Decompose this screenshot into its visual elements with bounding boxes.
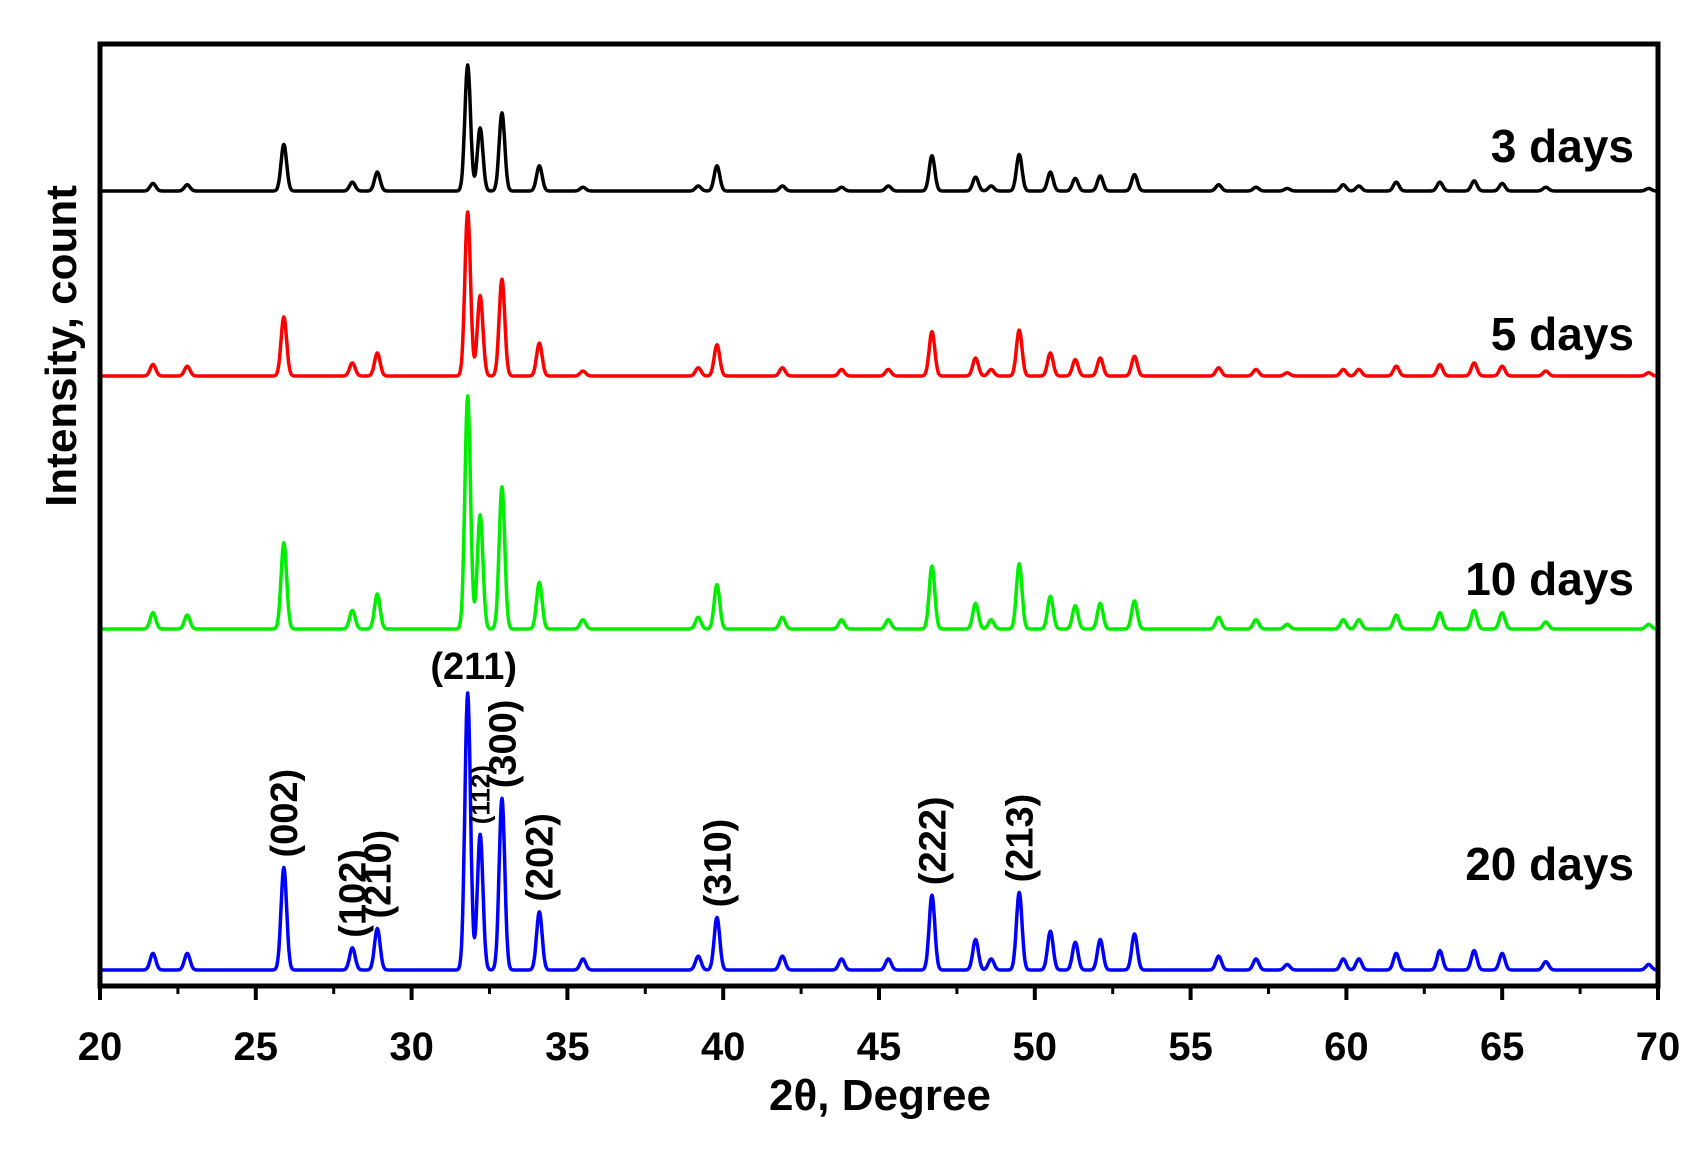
x-tick-label: 20 <box>78 1025 123 1069</box>
peak-annotation: (202) <box>520 813 562 902</box>
x-tick-label: 50 <box>1013 1025 1058 1069</box>
series-layer <box>98 63 1660 972</box>
series-label: 3 days <box>1491 120 1634 172</box>
x-tick-label: 40 <box>701 1025 746 1069</box>
series-labels: 3 days 5 days 10 days 20 days <box>1465 120 1634 890</box>
x-tick-label: 70 <box>1636 1025 1681 1069</box>
peak-annotation: (102) <box>333 849 375 938</box>
peak-annotation: (213) <box>1000 794 1042 883</box>
plot-frame <box>97 41 1661 989</box>
series-line <box>98 691 1660 972</box>
peak-annotation: (211) <box>430 646 517 688</box>
series-label: 10 days <box>1465 553 1634 605</box>
peak-annotations: (002) (102)(210) (211) (112)(300) (202) (310)… <box>264 646 1041 938</box>
y-axis-label: Intensity, count <box>37 185 86 507</box>
series-line <box>98 63 1660 193</box>
x-tick-label: 65 <box>1480 1025 1525 1069</box>
x-tick-label: 25 <box>234 1025 279 1069</box>
x-tick-label: 35 <box>545 1025 590 1069</box>
x-axis-ticks: 20 25 30 35 40 45 50 55 60 65 70 <box>78 986 1681 1069</box>
peak-annotation: (112) <box>465 765 495 824</box>
x-axis-label: 2θ, Degree <box>769 1071 991 1120</box>
series-line <box>98 210 1660 378</box>
x-tick-label: 60 <box>1324 1025 1369 1069</box>
series-group <box>98 63 1660 193</box>
series-group <box>98 691 1660 972</box>
series-label: 5 days <box>1491 308 1634 360</box>
series-label: 20 days <box>1465 838 1634 890</box>
series-group <box>98 210 1660 378</box>
peak-annotation: (310) <box>697 819 739 908</box>
x-tick-label: 55 <box>1168 1025 1213 1069</box>
series-group <box>98 394 1660 631</box>
series-line <box>98 394 1660 631</box>
peak-annotation: (002) <box>264 769 306 858</box>
x-tick-label: 45 <box>857 1025 902 1069</box>
peak-annotation: (222) <box>912 796 954 885</box>
peak-annotation: (210) <box>358 830 400 919</box>
peak-annotation: (300) <box>482 700 524 789</box>
x-tick-label: 30 <box>389 1025 434 1069</box>
